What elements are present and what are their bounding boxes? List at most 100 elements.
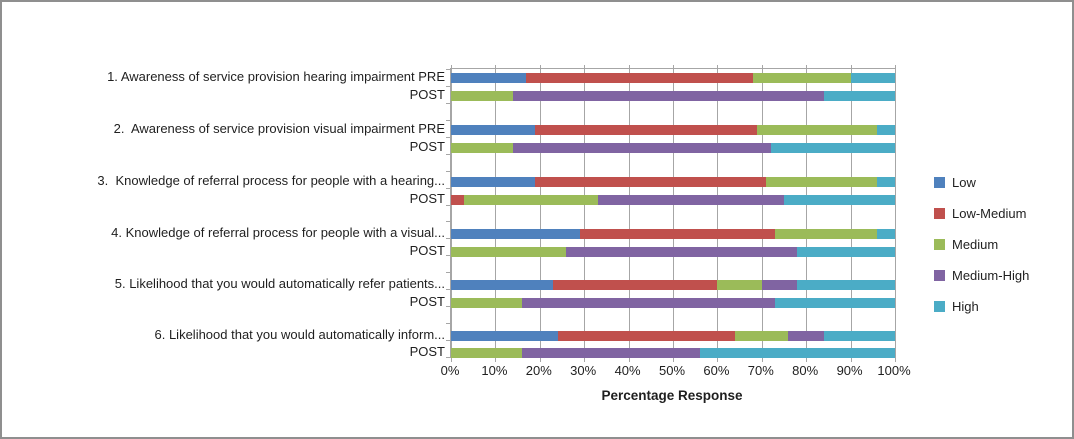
bar-segment-medium	[451, 298, 523, 308]
bar-segment-high	[877, 229, 895, 239]
bar-segment-medium-high	[761, 280, 798, 290]
bar-segment-medium	[451, 348, 523, 358]
bar-segment-medium	[451, 247, 567, 257]
legend-label: Low-Medium	[952, 205, 1027, 221]
legend-swatch-icon	[934, 269, 945, 281]
bar-segment-high	[797, 280, 895, 290]
bar-segment-low	[451, 229, 580, 239]
category-axis-tick	[446, 120, 451, 121]
category-label-q3-pre: 3. Knowledge of referral process for peo…	[97, 173, 445, 188]
bar-segment-medium	[766, 177, 878, 187]
category-axis-tick	[446, 86, 451, 87]
legend-swatch-icon	[934, 300, 945, 312]
category-axis-tick	[446, 238, 451, 239]
bar-row-q1-pre	[451, 73, 895, 83]
x-axis-tick-label: 30%	[570, 363, 597, 378]
legend-item-low-medium: Low-Medium	[934, 203, 1029, 223]
legend-item-high: High	[934, 296, 1029, 316]
category-axis-tick	[446, 171, 451, 172]
category-label-q3-post: POST	[409, 191, 445, 206]
gridline-30%	[584, 65, 586, 362]
legend-item-low: Low	[934, 172, 1029, 192]
category-label-q2-pre: 2. Awareness of service provision visual…	[113, 121, 445, 136]
bar-segment-low	[451, 177, 536, 187]
category-axis-tick	[446, 255, 451, 256]
bar-row-q2-post	[451, 143, 895, 153]
bar-row-q6-post	[451, 348, 895, 358]
gridline-10%	[495, 65, 497, 362]
category-axis-tick	[446, 69, 451, 70]
bar-row-q6-pre	[451, 331, 895, 341]
bar-segment-low	[451, 280, 554, 290]
bar-segment-high	[699, 348, 895, 358]
bar-segment-high	[850, 73, 895, 83]
bar-segment-medium-high	[788, 331, 824, 341]
category-axis-tick	[446, 289, 451, 290]
bar-row-q4-pre	[451, 229, 895, 239]
bar-segment-medium	[451, 91, 514, 101]
gridline-90%	[850, 65, 852, 362]
category-axis-tick	[446, 272, 451, 273]
legend-item-medium: Medium	[934, 234, 1029, 254]
bar-row-q1-post	[451, 91, 895, 101]
bar-segment-low	[451, 125, 536, 135]
bar-segment-low-medium	[579, 229, 776, 239]
bar-segment-high	[823, 91, 895, 101]
x-axis-tick-label: 40%	[614, 363, 641, 378]
category-axis-tick	[446, 357, 451, 358]
legend-label: Medium-High	[952, 267, 1030, 283]
bar-segment-medium	[464, 195, 598, 205]
x-axis-tick-label: 60%	[703, 363, 730, 378]
category-axis-tick	[446, 306, 451, 307]
x-axis-tick-label: 0%	[440, 363, 460, 378]
x-axis-tick-label: 100%	[877, 363, 911, 378]
x-axis-tick-label: 10%	[481, 363, 508, 378]
bar-segment-medium	[752, 73, 851, 83]
x-axis-title: Percentage Response	[601, 388, 743, 403]
legend-label: Medium	[952, 236, 999, 252]
category-label-q1-post: POST	[409, 87, 445, 102]
bar-segment-medium	[451, 143, 514, 153]
bar-segment-low	[451, 331, 558, 341]
category-axis-tick	[446, 154, 451, 155]
legend-swatch-icon	[934, 176, 945, 188]
legend-swatch-icon	[934, 207, 945, 219]
bar-segment-low-medium	[526, 73, 753, 83]
bar-segment-low-medium	[535, 177, 767, 187]
x-axis-tick-label: 90%	[836, 363, 863, 378]
gridline-60%	[717, 65, 719, 362]
category-label-q2-post: POST	[409, 139, 445, 154]
bar-segment-medium	[775, 229, 878, 239]
category-label-q5-post: POST	[409, 294, 445, 309]
category-label-q6-post: POST	[409, 344, 445, 359]
legend-label: Low	[952, 174, 976, 190]
bar-row-q3-post	[451, 195, 895, 205]
legend: Low Low-Medium Medium Medium-High High	[934, 172, 1029, 327]
bar-segment-medium-high	[522, 348, 700, 358]
category-label-q4-post: POST	[409, 243, 445, 258]
bar-segment-high	[783, 195, 895, 205]
x-axis-tick-label: 80%	[792, 363, 819, 378]
bar-segment-low-medium	[535, 125, 758, 135]
gridline-80%	[806, 65, 808, 362]
category-axis-tick	[446, 137, 451, 138]
bar-segment-low-medium	[557, 331, 736, 341]
bar-row-q5-post	[451, 298, 895, 308]
bar-segment-medium	[735, 331, 789, 341]
legend-item-medium-high: Medium-High	[934, 265, 1029, 285]
bar-row-q2-pre	[451, 125, 895, 135]
category-axis-tick	[446, 340, 451, 341]
bar-row-q5-pre	[451, 280, 895, 290]
gridline-50%	[673, 65, 674, 362]
bar-segment-high	[775, 298, 895, 308]
gridline-40%	[628, 65, 630, 362]
category-label-q5-pre: 5. Likelihood that you would automatical…	[114, 276, 445, 291]
category-axis-tick	[446, 188, 451, 189]
x-axis-tick-label: 70%	[747, 363, 774, 378]
category-label-q1-pre: 1. Awareness of service provision hearin…	[107, 69, 445, 84]
category-label-q4-pre: 4. Knowledge of referral process for peo…	[111, 225, 445, 240]
category-axis-tick	[446, 221, 451, 222]
x-axis-tick-label: 20%	[525, 363, 552, 378]
bar-segment-medium-high	[513, 91, 824, 101]
bar-segment-medium-high	[566, 247, 798, 257]
